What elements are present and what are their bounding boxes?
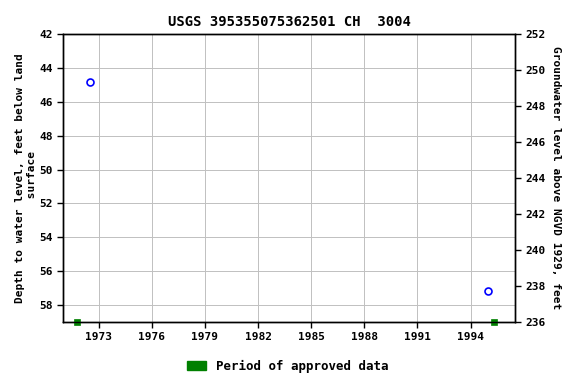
Title: USGS 395355075362501 CH  3004: USGS 395355075362501 CH 3004 (168, 15, 411, 29)
Y-axis label: Groundwater level above NGVD 1929, feet: Groundwater level above NGVD 1929, feet (551, 46, 561, 310)
Y-axis label: Depth to water level, feet below land
 surface: Depth to water level, feet below land su… (15, 53, 37, 303)
Legend: Period of approved data: Period of approved data (183, 355, 393, 378)
